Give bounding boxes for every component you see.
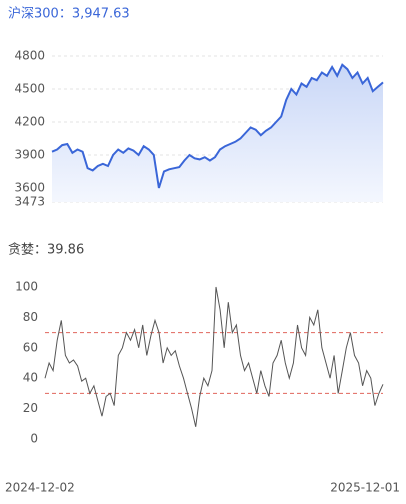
y-tick-label: 0 <box>30 432 38 446</box>
y-tick-label: 60 <box>23 340 38 354</box>
y-tick-label: 4800 <box>14 49 45 63</box>
y-tick-label: 40 <box>23 371 38 385</box>
series-line <box>51 63 384 189</box>
y-tick-label: 80 <box>23 310 38 324</box>
y-tick-label: 3473 <box>14 195 45 209</box>
y-tick-label: 20 <box>23 401 38 415</box>
x-tick-label: 2024-12-02 <box>5 481 75 495</box>
y-tick-label: 100 <box>15 280 38 294</box>
y-tick-label: 4500 <box>14 82 45 96</box>
y-tick-label: 3600 <box>14 181 45 195</box>
area-fill <box>52 64 383 202</box>
series-line <box>44 286 384 427</box>
chart-title: 贪婪：39.86 <box>8 243 84 258</box>
x-tick-label: 2025-12-01 <box>330 481 400 495</box>
chart-title: 沪深300：3,947.63 <box>8 6 130 22</box>
y-tick-label: 4200 <box>14 115 45 129</box>
y-tick-label: 3900 <box>14 148 45 162</box>
